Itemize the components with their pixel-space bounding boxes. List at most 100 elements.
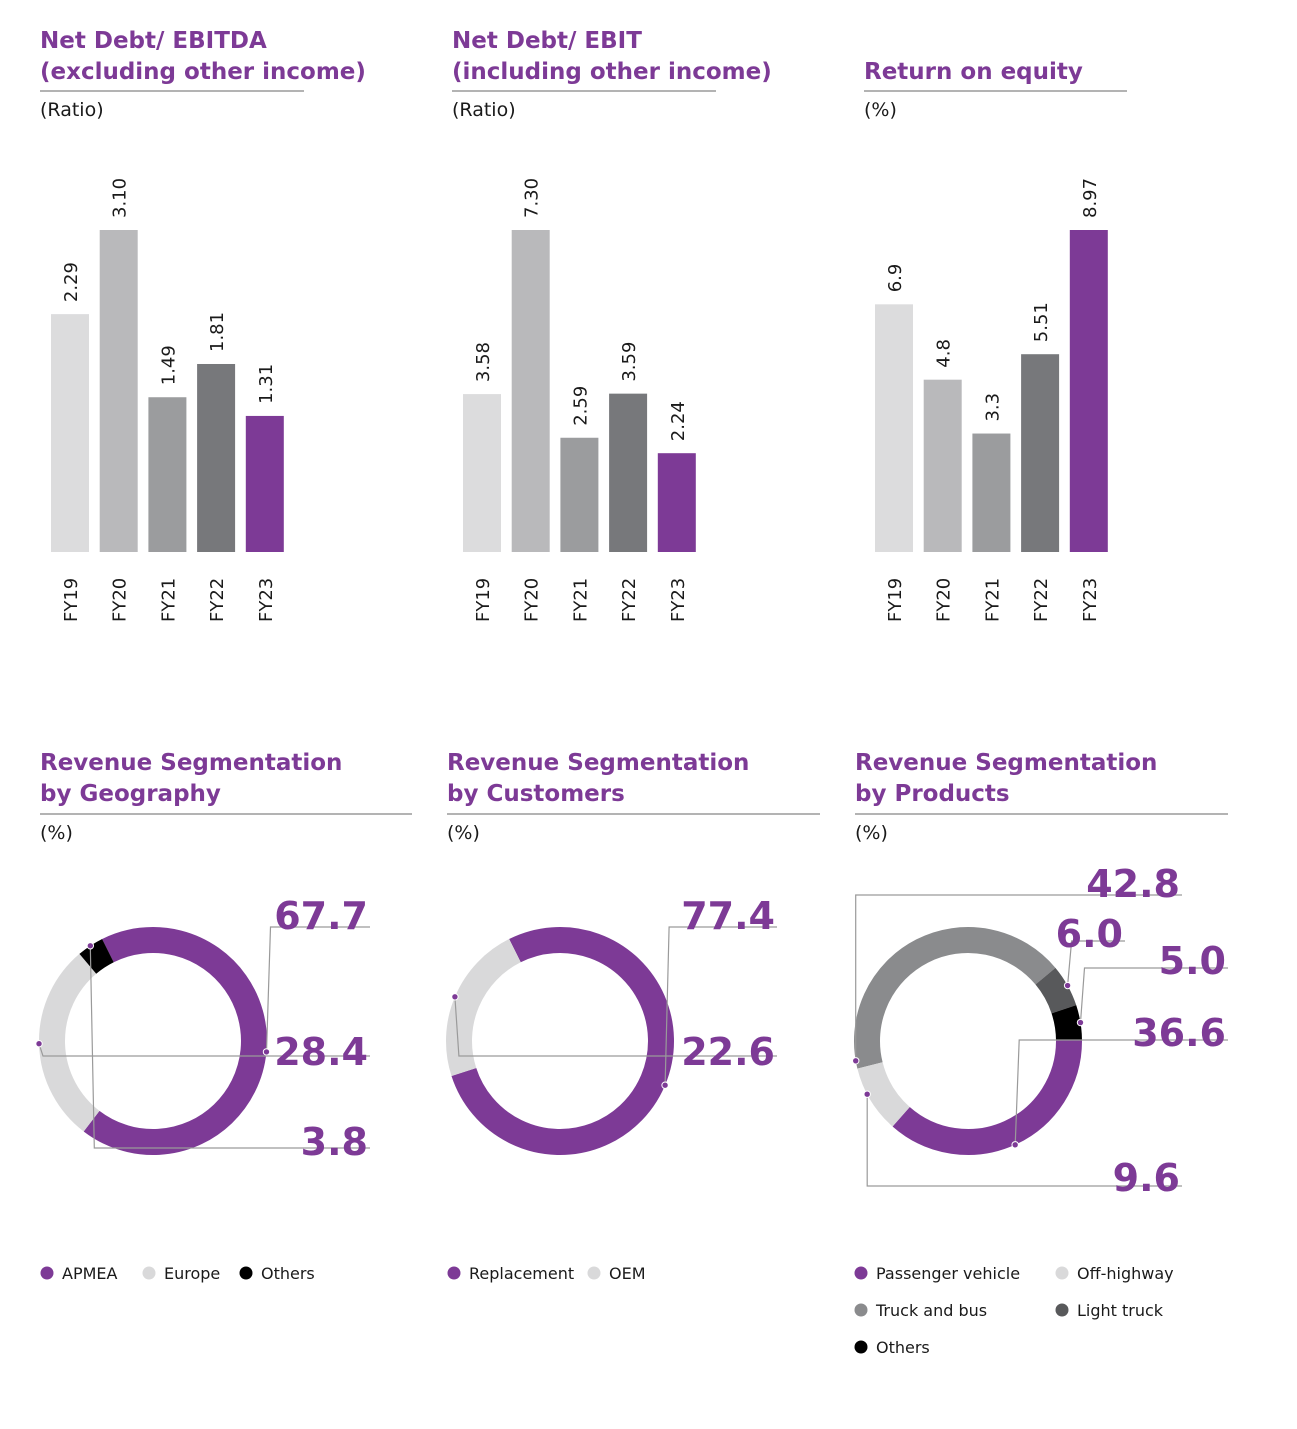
bar-fy21 — [972, 433, 1011, 552]
slice-passenger-vehicle — [892, 1040, 1083, 1155]
legend-swatch-truck-and-bus — [854, 1303, 868, 1317]
value-label: 6.9 — [885, 264, 906, 293]
bar-fy22 — [609, 393, 648, 552]
legend-swatch-others — [239, 1266, 253, 1280]
value-label: 1.49 — [158, 345, 179, 385]
legend-swatch-off-highway — [1055, 1266, 1069, 1280]
chart-title: Return on equity — [864, 59, 1083, 85]
value-label: 1.31 — [256, 364, 277, 404]
leader-dot — [661, 1081, 669, 1089]
chart-title: Revenue Segmentation — [447, 750, 749, 776]
leader-line — [89, 945, 370, 1149]
donut-chart-2: Revenue Segmentation by Customers (%) 77.4 2… — [446, 750, 820, 1283]
category-label: FY21 — [982, 578, 1003, 622]
value-label: 6.0 — [1056, 912, 1123, 956]
leader-dot — [451, 993, 459, 1001]
category-label: FY20 — [110, 578, 131, 622]
value-label: 8.97 — [1080, 178, 1101, 218]
legend-label: Truck and bus — [875, 1301, 987, 1320]
unit-label: (Ratio) — [40, 99, 104, 121]
value-label: 7.30 — [522, 178, 543, 218]
bar-fy23 — [1069, 230, 1108, 552]
chart-title: (excluding other income) — [40, 59, 366, 85]
legend-label: APMEA — [62, 1264, 118, 1283]
value-label: 28.4 — [274, 1030, 368, 1074]
slice-replacement — [451, 927, 674, 1155]
legend-label: Europe — [164, 1264, 220, 1283]
legend-label: Replacement — [469, 1264, 574, 1283]
chart-title: Revenue Segmentation — [40, 750, 342, 776]
value-label: 3.3 — [982, 393, 1003, 422]
category-label: FY22 — [1031, 578, 1052, 622]
bar-fy20 — [99, 230, 138, 552]
leader-dot — [1011, 1141, 1019, 1149]
value-label: 67.7 — [274, 894, 368, 938]
category-label: FY23 — [668, 578, 689, 622]
legend-swatch-passenger-vehicle — [854, 1266, 868, 1280]
leader-line — [1067, 940, 1125, 986]
value-label: 5.0 — [1159, 939, 1226, 983]
leader-line — [866, 1094, 1182, 1187]
bar-fy23 — [245, 415, 284, 552]
leader-dot — [863, 1090, 871, 1098]
bar-fy22 — [197, 363, 236, 552]
leader-line — [1014, 1039, 1228, 1145]
value-label: 4.8 — [934, 339, 955, 368]
slice-others — [79, 938, 115, 975]
legend-swatch-light-truck — [1055, 1303, 1069, 1317]
value-label: 42.8 — [1086, 862, 1180, 906]
leader-line — [664, 926, 777, 1086]
leader-line — [1079, 967, 1228, 1023]
value-label: 3.58 — [473, 342, 494, 382]
legend-label: Others — [261, 1264, 315, 1283]
slice-others — [1051, 1005, 1082, 1041]
leader-line — [38, 1043, 370, 1057]
legend-label: Off-highway — [1077, 1264, 1174, 1283]
donut-chart-3: Revenue Segmentation by Products (%) 42.8 6.… — [852, 750, 1228, 1357]
chart-title: by Customers — [447, 781, 625, 807]
legend-swatch-others — [854, 1340, 868, 1354]
donut-chart-1: Revenue Segmentation by Geography (%) 67.7 2… — [35, 750, 412, 1283]
value-label: 3.59 — [619, 342, 640, 382]
leader-line — [855, 894, 1182, 1061]
category-label: FY21 — [158, 578, 179, 622]
legend-label: OEM — [609, 1264, 646, 1283]
slice-light-truck — [1035, 967, 1077, 1014]
category-label: FY19 — [885, 578, 906, 622]
unit-label: (%) — [864, 99, 897, 121]
value-label: 77.4 — [681, 894, 775, 938]
slice-truck-and-bus — [854, 927, 1056, 1069]
legend-swatch-replacement — [447, 1266, 461, 1280]
unit-label: (%) — [40, 822, 73, 844]
legend-label: Passenger vehicle — [876, 1264, 1020, 1283]
category-label: FY20 — [934, 578, 955, 622]
leader-dot — [1063, 981, 1072, 990]
unit-label: (Ratio) — [452, 99, 516, 121]
leader-dot — [262, 1048, 271, 1056]
chart-title: by Products — [855, 781, 1010, 807]
chart-title: Net Debt/ EBIT — [452, 28, 642, 54]
bar-chart-2: Net Debt/ EBIT (including other income) (R… — [452, 28, 772, 622]
category-label: FY21 — [570, 578, 591, 622]
bar-fy19 — [463, 394, 501, 552]
bar-fy21 — [148, 397, 187, 552]
category-label: FY22 — [619, 578, 640, 622]
chart-title: Revenue Segmentation — [855, 750, 1157, 776]
value-label: 36.6 — [1132, 1011, 1226, 1055]
slice-oem — [446, 938, 522, 1076]
bar-fy22 — [1021, 354, 1060, 552]
bar-fy21 — [560, 437, 599, 552]
leader-line — [454, 996, 777, 1057]
category-label: FY19 — [473, 578, 494, 622]
category-label: FY23 — [1080, 578, 1101, 622]
bar-chart-1: Net Debt/ EBITDA (excluding other income)… — [40, 28, 366, 622]
bar-chart-3: Return on equity (%) 6.9 FY19 4.8 FY20 3.3 FY21… — [864, 59, 1127, 622]
category-label: FY20 — [522, 578, 543, 622]
slice-apmea — [83, 927, 267, 1155]
value-label: 2.24 — [668, 401, 689, 441]
value-label: 5.51 — [1031, 302, 1052, 342]
bar-fy20 — [511, 230, 550, 552]
chart-title: Net Debt/ EBITDA — [40, 28, 267, 54]
legend-swatch-oem — [587, 1266, 601, 1280]
